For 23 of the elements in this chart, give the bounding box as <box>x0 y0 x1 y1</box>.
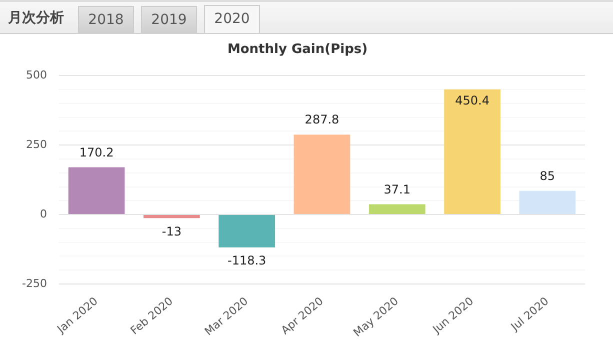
text: 2019 <box>141 6 197 33</box>
text: 月次分析 <box>8 8 64 26</box>
chart-title: Monthly Gain(Pips) <box>227 42 368 58</box>
bar <box>444 89 500 214</box>
data-label: -118.3 <box>227 254 266 268</box>
bar <box>68 167 125 214</box>
data-label: 85 <box>540 169 556 184</box>
bar <box>144 215 200 218</box>
y-tick-label: 250 <box>26 138 47 151</box>
text: 2020 <box>204 5 260 33</box>
data-label: 170.2 <box>79 145 114 160</box>
data-label: 37.1 <box>384 182 410 196</box>
bar <box>218 215 276 248</box>
bar <box>294 134 350 214</box>
y-tick-label: -250 <box>22 276 47 290</box>
data-label: -13 <box>162 224 182 238</box>
data-label: 450.4 <box>455 94 490 108</box>
y-tick-label: 500 <box>26 68 47 82</box>
text: 2018 <box>78 6 134 33</box>
bar <box>368 204 426 214</box>
y-tick-label: 0 <box>40 207 47 220</box>
bar <box>519 190 576 214</box>
data-label: 287.8 <box>304 112 340 127</box>
